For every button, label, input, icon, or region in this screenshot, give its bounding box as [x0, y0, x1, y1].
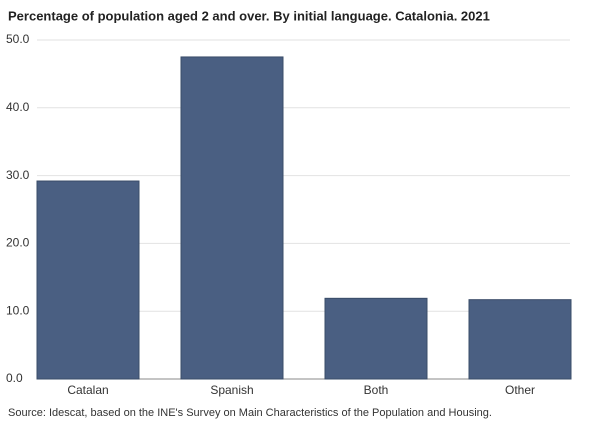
chart-source: Source: Idescat, based on the INE's Surv… [8, 407, 492, 419]
x-tick-label: Catalan [67, 383, 108, 397]
bar [36, 180, 140, 380]
chart-title: Percentage of population aged 2 and over… [8, 8, 490, 23]
y-tick-label: 40.0 [6, 100, 30, 114]
x-tick-label: Other [505, 383, 535, 397]
bar [324, 297, 428, 380]
y-tick-label: 0.0 [6, 371, 23, 385]
y-tick-label: 30.0 [6, 168, 30, 182]
bar [468, 299, 572, 380]
bar [180, 56, 284, 380]
x-tick-label: Spanish [210, 383, 253, 397]
x-tick-label: Both [364, 383, 389, 397]
y-tick-label: 50.0 [6, 32, 30, 46]
y-tick-label: 10.0 [6, 303, 30, 317]
y-tick-label: 20.0 [6, 236, 30, 250]
